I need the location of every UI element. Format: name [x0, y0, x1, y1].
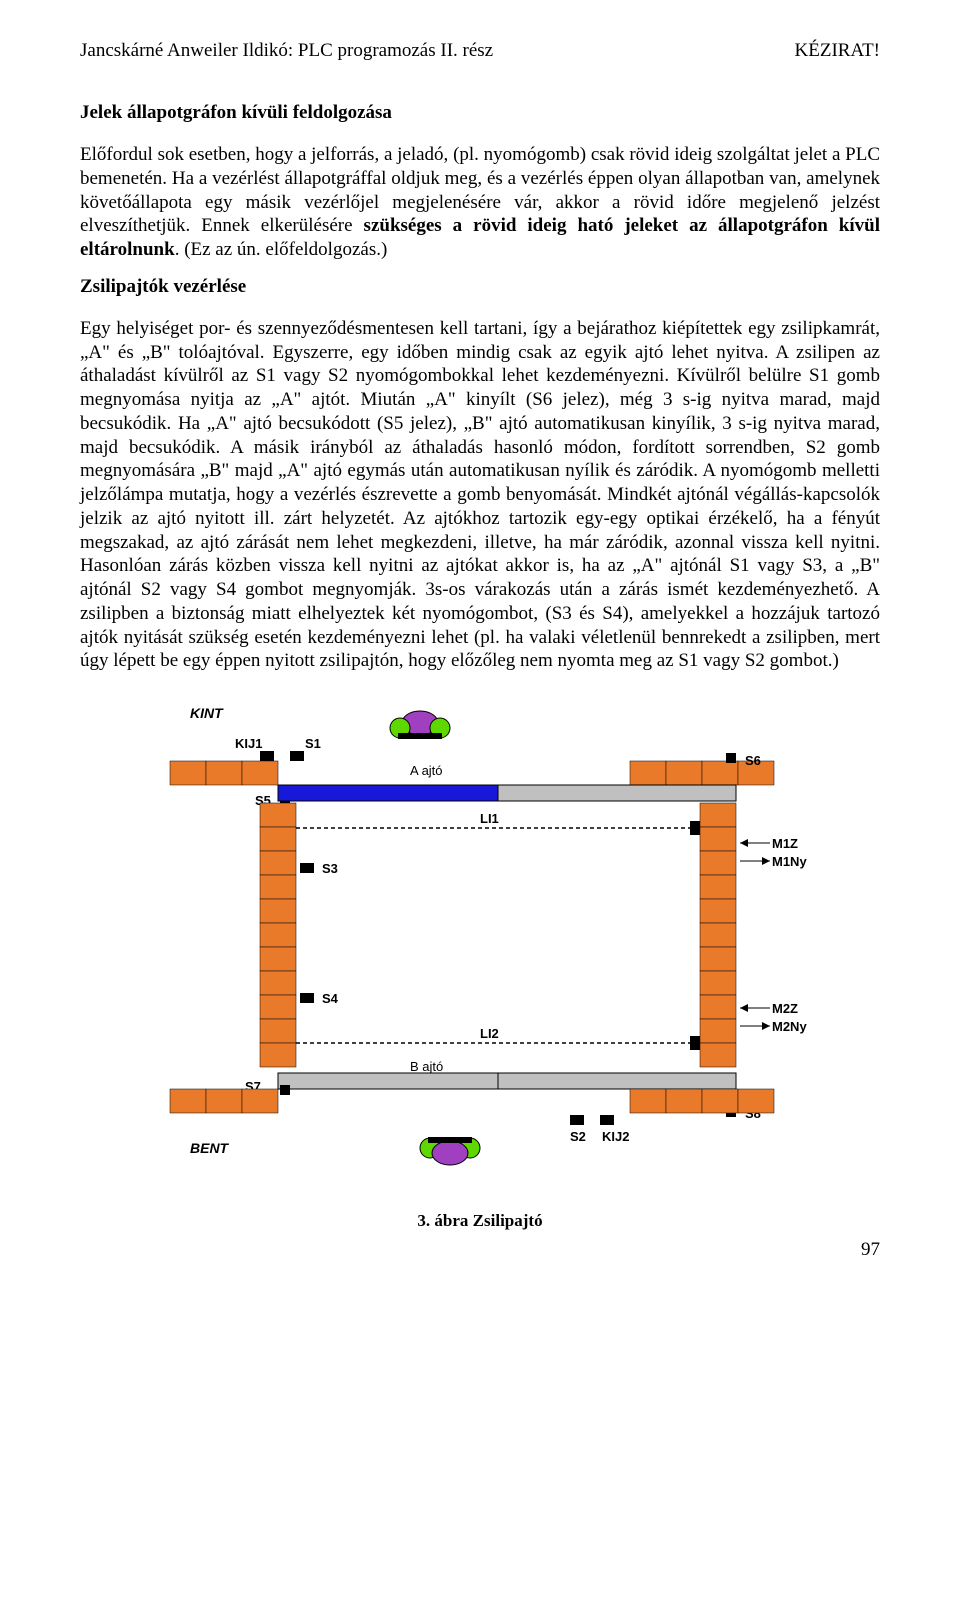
sensor-s4: [300, 993, 314, 1003]
arrow-m2ny-head: [762, 1022, 770, 1030]
door-a-closed: [278, 785, 498, 801]
door-a-open-gap: [498, 785, 736, 801]
diagram-svg: KINT KIJ1 S1 A ajtó S5 S6: [130, 693, 830, 1193]
section2-paragraph: Egy helyiséget por- és szennyeződésmente…: [80, 317, 880, 673]
page-header: Jancskárné Anweiler Ildikó: PLC programo…: [80, 40, 880, 62]
arrow-m2z-head: [740, 1004, 748, 1012]
label-m1z: M1Z: [772, 836, 798, 851]
sensor-li2-right: [690, 1036, 700, 1050]
figure-caption: 3. ábra Zsilipajtó: [80, 1211, 880, 1231]
wall-top: [170, 761, 774, 785]
label-s3: S3: [322, 861, 338, 876]
label-s4: S4: [322, 991, 339, 1006]
sensor-kij2: [600, 1115, 614, 1125]
arrow-m1z-head: [740, 839, 748, 847]
button-top-base: [398, 733, 442, 739]
button-bot-base: [428, 1137, 472, 1143]
section1-title: Jelek állapotgráfon kívüli feldolgozása: [80, 102, 880, 124]
section2-title: Zsilipajtók vezérlése: [80, 276, 880, 298]
sensor-s3: [300, 863, 314, 873]
header-left: Jancskárné Anweiler Ildikó: PLC programo…: [80, 40, 493, 62]
label-kint: KINT: [190, 705, 224, 721]
label-m1ny: M1Ny: [772, 854, 807, 869]
label-m2ny: M2Ny: [772, 1019, 807, 1034]
label-bent: BENT: [190, 1140, 230, 1156]
sensor-s6: [726, 753, 736, 763]
door-b-open-gap: [498, 1073, 736, 1089]
label-kij2: KIJ2: [602, 1129, 629, 1144]
sensor-kij1: [260, 751, 274, 761]
label-a-ajto: A ajtó: [410, 763, 443, 778]
page-number: 97: [861, 1239, 880, 1261]
figure-zsilipajto: KINT KIJ1 S1 A ajtó S5 S6: [80, 693, 880, 1193]
sensor-s2: [570, 1115, 584, 1125]
section1-p1c: . (Ez az ún. előfeldolgozás.): [175, 239, 388, 260]
sensor-s1-top: [290, 751, 304, 761]
header-right: KÉZIRAT!: [795, 40, 880, 62]
label-m2z: M2Z: [772, 1001, 798, 1016]
door-b-gap: [278, 1073, 498, 1089]
wall-right: [700, 803, 736, 1067]
wall-bottom: [170, 1089, 774, 1113]
sensor-s7: [280, 1085, 290, 1095]
label-s2: S2: [570, 1129, 586, 1144]
arrow-m1ny-head: [762, 857, 770, 865]
label-s1: S1: [305, 736, 321, 751]
section1-paragraph: Előfordul sok esetben, hogy a jelforrás,…: [80, 143, 880, 262]
label-kij1: KIJ1: [235, 736, 262, 751]
label-li1: LI1: [480, 811, 499, 826]
label-li2: LI2: [480, 1026, 499, 1041]
button-bot-purple: [432, 1141, 468, 1165]
label-s6: S6: [745, 753, 761, 768]
sensor-li1-right: [690, 821, 700, 835]
wall-left: [260, 803, 296, 1067]
label-b-ajto: B ajtó: [410, 1059, 443, 1074]
